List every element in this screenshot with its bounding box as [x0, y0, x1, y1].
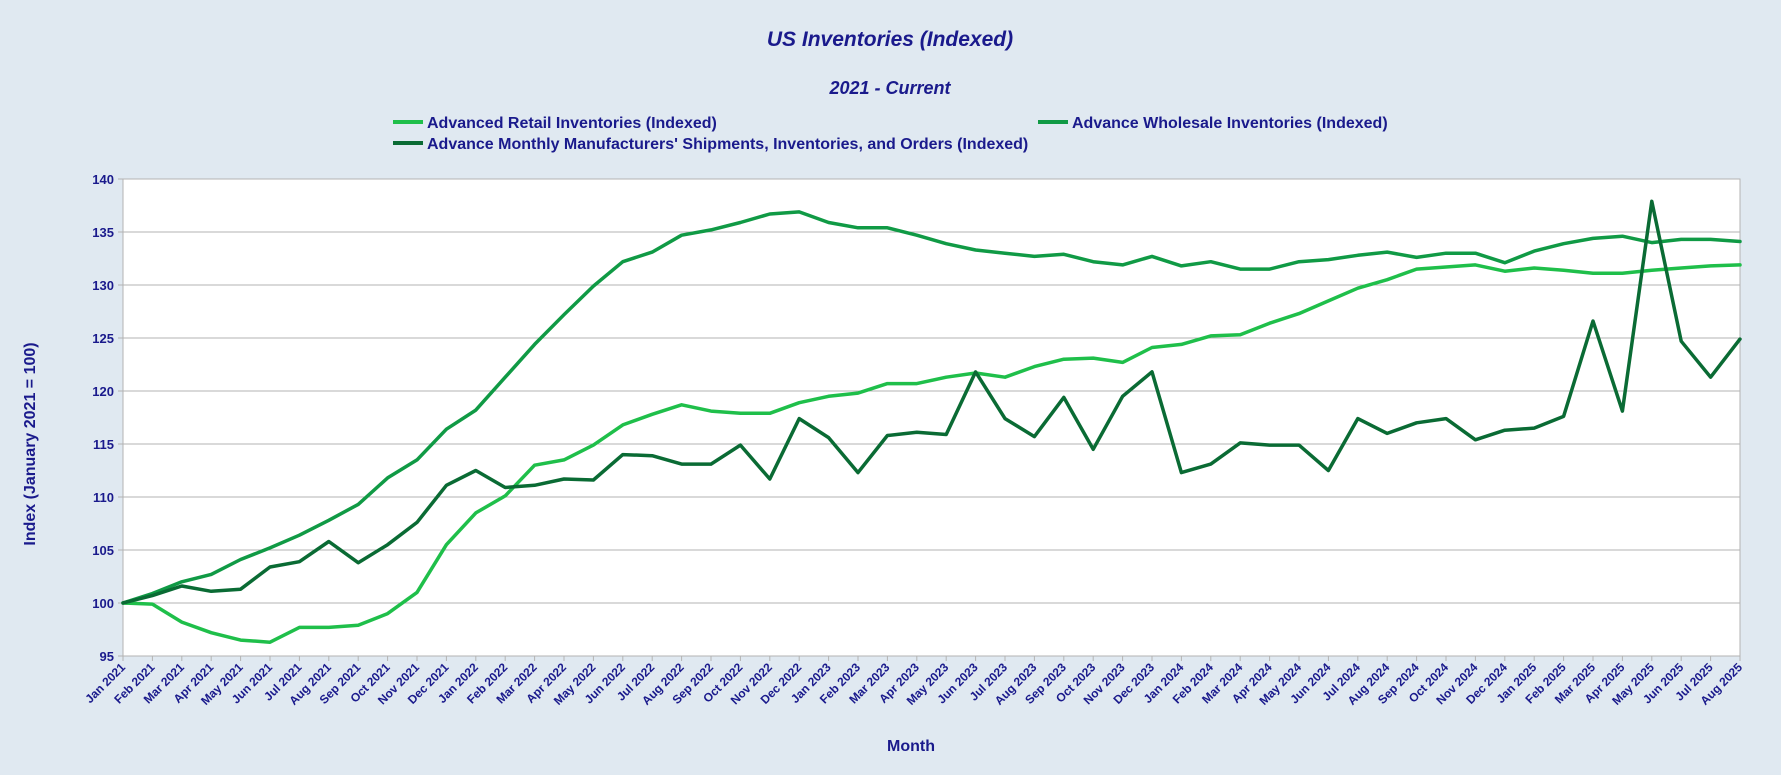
series-line-2	[121, 210, 1742, 605]
series-line-3	[121, 199, 1742, 605]
series-line-1	[121, 263, 1742, 644]
legend: Advanced Retail Inventories (Indexed) Adv…	[393, 115, 1388, 153]
x-axis-label: Month	[887, 738, 935, 755]
legend-label: Advance Wholesale Inventories (Indexed)	[1072, 115, 1388, 132]
plot-area	[122, 178, 1741, 657]
y-tick-label: 140	[92, 172, 114, 187]
y-tick-label: 105	[92, 543, 114, 558]
series-lines	[121, 199, 1742, 644]
y-tick-label: 110	[93, 490, 114, 505]
y-axis-ticks: 95 100 105 110 115 120 125 130 135 140	[92, 172, 123, 664]
y-tick-label: 100	[92, 596, 114, 611]
chart-subtitle: 2021 - Current	[828, 78, 951, 98]
y-tick-label: 125	[92, 331, 114, 346]
legend-label: Advanced Retail Inventories (Indexed)	[427, 115, 717, 132]
y-tick-label: 95	[100, 649, 114, 664]
y-tick-label: 130	[92, 278, 114, 293]
y-axis-label: Index (January 2021 = 100)	[22, 342, 39, 545]
gridlines	[123, 231, 1740, 604]
chart-title: US Inventories (Indexed)	[767, 28, 1013, 51]
y-tick-label: 135	[92, 225, 114, 240]
y-tick-label: 115	[93, 437, 114, 452]
y-tick-label: 120	[92, 384, 114, 399]
legend-label: Advance Monthly Manufacturers' Shipments…	[427, 136, 1028, 153]
